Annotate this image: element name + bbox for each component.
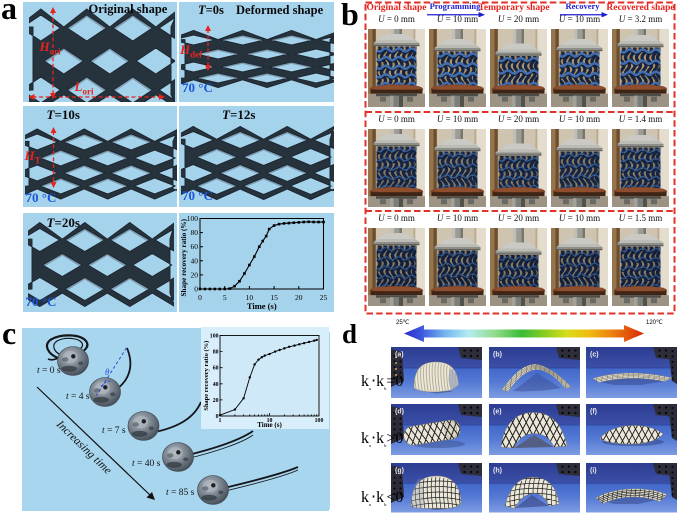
svg-text:Shape recovery ratio (%): Shape recovery ratio (%) — [203, 341, 210, 411]
svg-text:(g): (g) — [395, 468, 404, 475]
svg-text:100: 100 — [187, 214, 199, 223]
svg-text:10: 10 — [267, 418, 273, 424]
svg-text:t = 7 s: t = 7 s — [102, 426, 126, 436]
svg-text:(h): (h) — [493, 468, 502, 475]
svg-text:(b): (b) — [493, 352, 502, 359]
svg-text:(f): (f) — [590, 409, 597, 416]
svg-text:40: 40 — [213, 382, 219, 388]
svg-text:40: 40 — [191, 256, 199, 265]
svg-text:20: 20 — [213, 398, 219, 404]
svg-text:20: 20 — [295, 293, 303, 302]
svg-text:θ: θ — [105, 367, 110, 377]
svg-text:80: 80 — [191, 228, 199, 237]
svg-text:t = 4 s: t = 4 s — [66, 392, 90, 402]
svg-text:1: 1 — [219, 418, 222, 424]
svg-text:0: 0 — [216, 414, 219, 420]
svg-text:Time (s): Time (s) — [257, 421, 282, 429]
svg-text:(e): (e) — [493, 409, 502, 416]
svg-text:Time (s): Time (s) — [247, 301, 277, 311]
svg-text:10: 10 — [246, 293, 254, 302]
svg-text:t = 85 s: t = 85 s — [166, 488, 195, 498]
svg-text:t = 40 s: t = 40 s — [132, 459, 161, 469]
svg-text:5: 5 — [223, 293, 227, 302]
svg-text:t = 0 s: t = 0 s — [37, 366, 61, 376]
svg-text:(c): (c) — [590, 352, 599, 359]
svg-text:0: 0 — [194, 285, 198, 294]
svg-text:100: 100 — [315, 418, 324, 424]
svg-text:20: 20 — [191, 270, 199, 279]
svg-text:25: 25 — [320, 293, 328, 302]
svg-text:15: 15 — [270, 293, 278, 302]
svg-text:(a): (a) — [395, 352, 404, 359]
svg-text:(d): (d) — [395, 409, 404, 416]
svg-text:(i): (i) — [590, 468, 597, 475]
svg-text:Shape recovery ratio (%): Shape recovery ratio (%) — [180, 218, 188, 296]
svg-text:100: 100 — [210, 334, 219, 340]
svg-text:80: 80 — [213, 350, 219, 356]
svg-text:0: 0 — [198, 293, 202, 302]
svg-text:60: 60 — [191, 242, 199, 251]
svg-text:60: 60 — [213, 366, 219, 372]
